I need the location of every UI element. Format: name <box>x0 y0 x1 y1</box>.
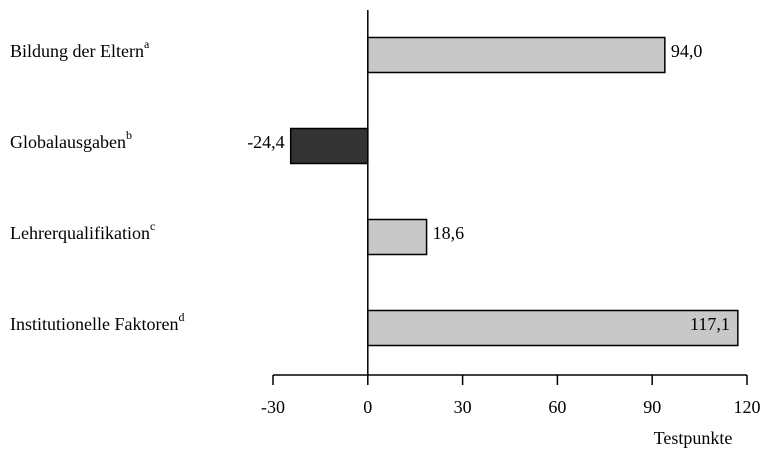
x-tick-label: 120 <box>734 397 761 417</box>
value-label: 18,6 <box>433 223 465 243</box>
category-note: a <box>144 37 150 51</box>
category-label: Bildung der Elterna <box>10 37 150 61</box>
x-tick-label: 0 <box>363 397 372 417</box>
value-label: 117,1 <box>690 314 730 334</box>
bar <box>289 127 369 165</box>
x-axis-label: Testpunkte <box>654 428 733 448</box>
x-tick-label: -30 <box>261 397 285 417</box>
category-name: Globalausgaben <box>10 132 126 152</box>
bar <box>367 218 428 256</box>
x-tick-label: 60 <box>548 397 566 417</box>
x-tick-label: 90 <box>643 397 661 417</box>
category-name: Institutionelle Faktoren <box>10 314 178 334</box>
bar <box>367 309 739 347</box>
value-label: 94,0 <box>671 41 703 61</box>
category-label: Lehrerqualifikationc <box>10 219 155 243</box>
category-label: Institutionelle Faktorend <box>10 310 184 334</box>
category-note: d <box>178 310 184 324</box>
category-name: Lehrerqualifikation <box>10 223 150 243</box>
bar <box>367 36 666 74</box>
category-note: c <box>150 219 155 233</box>
x-tick-label: 30 <box>454 397 472 417</box>
category-label: Globalausgabenb <box>10 128 132 152</box>
category-note: b <box>126 128 132 142</box>
value-label: -24,4 <box>247 132 285 152</box>
category-name: Bildung der Eltern <box>10 41 144 61</box>
